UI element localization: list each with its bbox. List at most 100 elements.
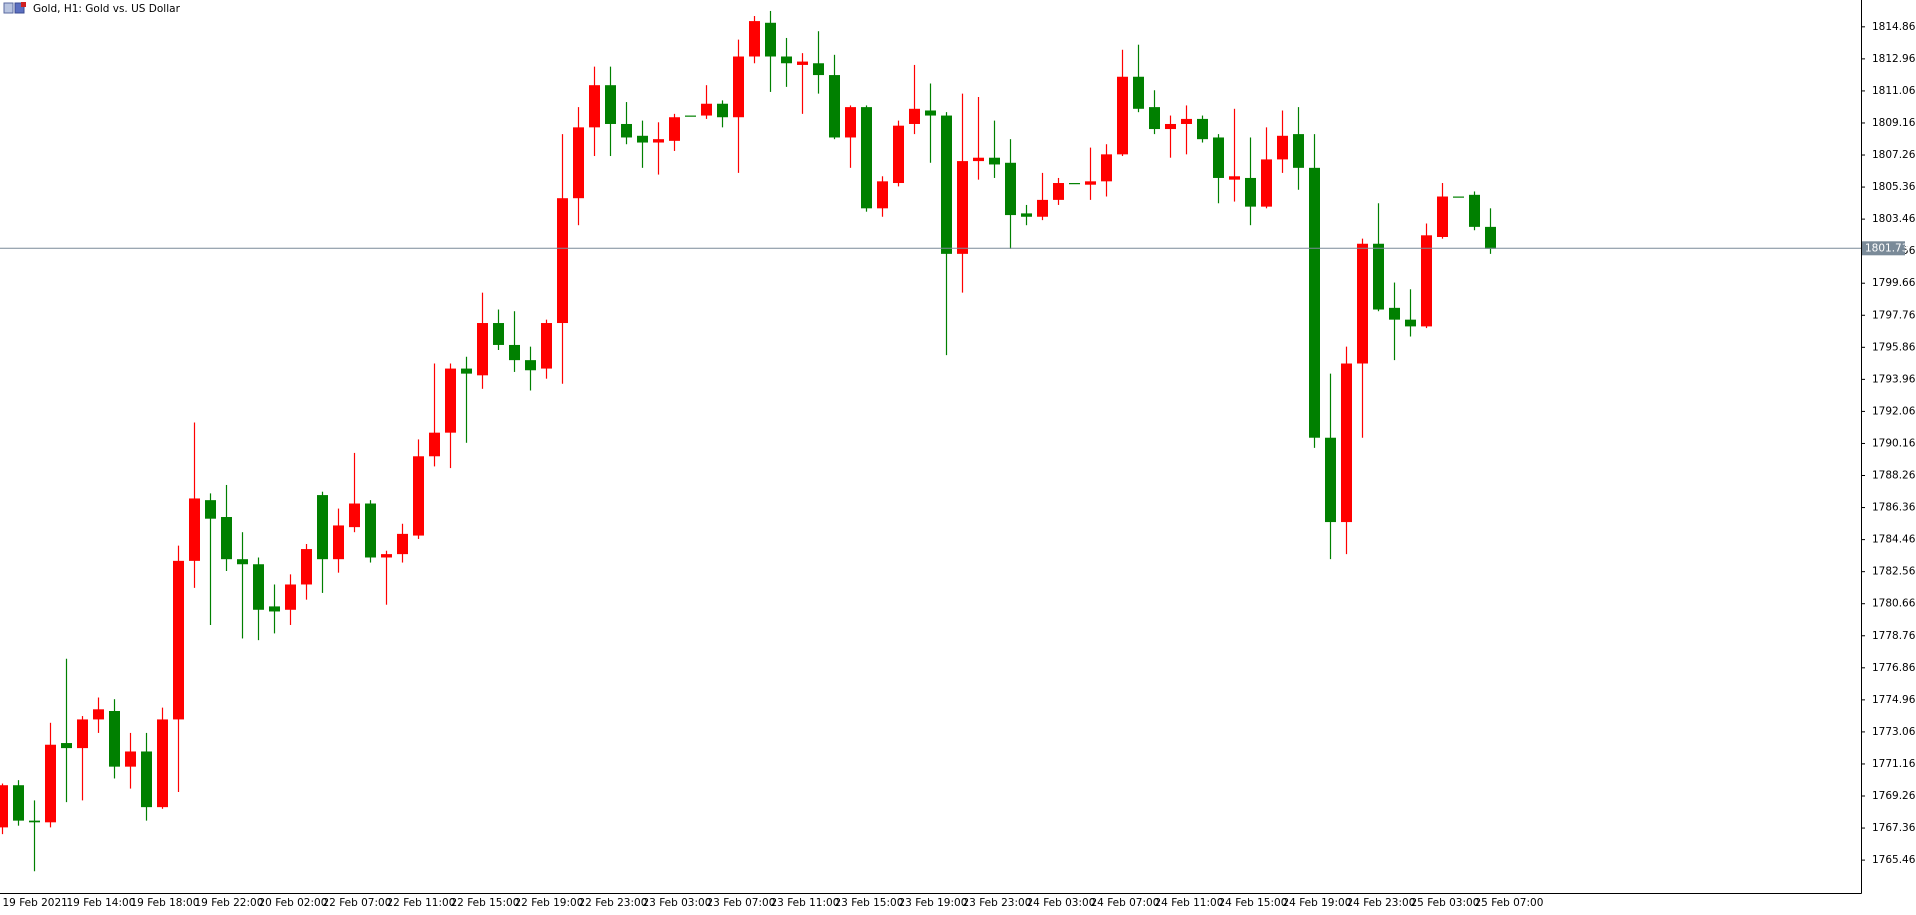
x-tick-label: 24 Feb 19:00 bbox=[1283, 897, 1352, 909]
y-tick-label: 1784.46 bbox=[1872, 534, 1916, 546]
candle-body bbox=[589, 85, 600, 128]
candle-body bbox=[29, 820, 40, 823]
x-tick-label: 23 Feb 23:00 bbox=[963, 897, 1032, 909]
candle-body bbox=[1277, 135, 1288, 160]
x-tick-label: 20 Feb 02:00 bbox=[259, 897, 328, 909]
candle-body bbox=[1165, 123, 1176, 130]
candle-body bbox=[77, 719, 88, 749]
candle-body bbox=[13, 785, 24, 821]
candle-body bbox=[349, 503, 360, 528]
y-tick-label: 1778.76 bbox=[1872, 630, 1916, 642]
candle-body bbox=[701, 103, 712, 116]
candle-body bbox=[621, 123, 632, 138]
y-tick-label: 1795.86 bbox=[1872, 341, 1916, 353]
candle-body bbox=[765, 22, 776, 57]
candle-body bbox=[637, 135, 648, 143]
y-tick-label: 1773.06 bbox=[1872, 726, 1916, 738]
symbol-icon bbox=[3, 2, 26, 14]
y-tick-label: 1809.16 bbox=[1872, 117, 1916, 129]
candle-body bbox=[973, 157, 984, 162]
x-tick-label: 19 Feb 18:00 bbox=[131, 897, 200, 909]
candle-body bbox=[157, 719, 168, 808]
candle-body bbox=[525, 360, 536, 371]
candle-body bbox=[1405, 319, 1416, 327]
x-tick-label: 23 Feb 03:00 bbox=[643, 897, 712, 909]
candle-body bbox=[413, 456, 424, 536]
y-tick-label: 1782.56 bbox=[1872, 566, 1916, 578]
candle-body bbox=[141, 751, 152, 808]
candle-body bbox=[573, 127, 584, 199]
candle-body bbox=[957, 161, 968, 254]
x-tick-label: 22 Feb 19:00 bbox=[515, 897, 584, 909]
x-tick-label: 19 Feb 14:00 bbox=[67, 897, 136, 909]
candle-body bbox=[1213, 137, 1224, 178]
y-tick-label: 1797.76 bbox=[1872, 309, 1916, 321]
candle-body bbox=[1389, 307, 1400, 320]
y-tick-label: 1812.96 bbox=[1872, 53, 1916, 65]
y-tick-label: 1767.36 bbox=[1872, 822, 1916, 834]
candle-body bbox=[893, 125, 904, 184]
candle-body bbox=[61, 743, 72, 749]
y-tick-label: 1776.86 bbox=[1872, 662, 1916, 674]
candle-body bbox=[781, 56, 792, 64]
candle-body bbox=[733, 56, 744, 118]
candle-body bbox=[445, 368, 456, 433]
candle-body bbox=[1101, 154, 1112, 182]
x-tick-label: 23 Feb 07:00 bbox=[707, 897, 776, 909]
candle-body bbox=[1085, 181, 1096, 185]
y-tick-label: 1788.26 bbox=[1872, 470, 1916, 482]
x-tick-label: 24 Feb 15:00 bbox=[1219, 897, 1288, 909]
candle-body bbox=[669, 117, 680, 141]
candle-body bbox=[0, 785, 8, 828]
candle-body bbox=[1149, 107, 1160, 130]
candle-body bbox=[381, 554, 392, 558]
candle-body bbox=[1053, 183, 1064, 200]
candle-body bbox=[1325, 437, 1336, 523]
x-tick-label: 24 Feb 23:00 bbox=[1347, 897, 1416, 909]
candle-body bbox=[1469, 194, 1480, 227]
y-tick-label: 1803.46 bbox=[1872, 213, 1916, 225]
x-tick-label: 25 Feb 03:00 bbox=[1411, 897, 1480, 909]
candle-body bbox=[1197, 118, 1208, 140]
x-tick-label: 23 Feb 15:00 bbox=[835, 897, 904, 909]
candle-body bbox=[429, 432, 440, 457]
candle-body bbox=[397, 533, 408, 555]
candle-body bbox=[301, 549, 312, 585]
candle-body bbox=[173, 560, 184, 720]
candle-body bbox=[1133, 76, 1144, 109]
y-tick-label: 1814.86 bbox=[1872, 21, 1916, 33]
x-tick-label: 24 Feb 07:00 bbox=[1091, 897, 1160, 909]
candle-body bbox=[813, 63, 824, 76]
candle-body bbox=[493, 323, 504, 345]
candle-body bbox=[237, 559, 248, 565]
y-tick-label: 1793.96 bbox=[1872, 373, 1916, 385]
candle-body bbox=[93, 709, 104, 720]
candle-body bbox=[253, 564, 264, 610]
candle-body bbox=[1293, 134, 1304, 168]
candle-body bbox=[909, 108, 920, 124]
x-tick-label: 22 Feb 23:00 bbox=[579, 897, 648, 909]
candle-body bbox=[797, 61, 808, 65]
candle-body bbox=[1069, 183, 1080, 185]
x-tick-label: 25 Feb 07:00 bbox=[1475, 897, 1544, 909]
y-tick-label: 1811.06 bbox=[1872, 85, 1916, 97]
candle-body bbox=[541, 323, 552, 369]
candle-body bbox=[461, 368, 472, 374]
candle-body bbox=[1021, 213, 1032, 217]
candle-body bbox=[845, 107, 856, 138]
candle-body bbox=[1485, 226, 1496, 249]
candle-body bbox=[1341, 363, 1352, 523]
x-tick-label: 23 Feb 11:00 bbox=[771, 897, 840, 909]
y-tick-label: 1774.96 bbox=[1872, 694, 1916, 706]
candle-body bbox=[877, 181, 888, 209]
candle-body bbox=[221, 517, 232, 560]
candle-body bbox=[285, 584, 296, 610]
x-tick-label: 24 Feb 11:00 bbox=[1155, 897, 1224, 909]
candle-body bbox=[1261, 159, 1272, 207]
candle-body bbox=[125, 751, 136, 767]
candle-body bbox=[925, 110, 936, 116]
candle-body bbox=[1373, 243, 1384, 310]
candle-body bbox=[1005, 162, 1016, 216]
